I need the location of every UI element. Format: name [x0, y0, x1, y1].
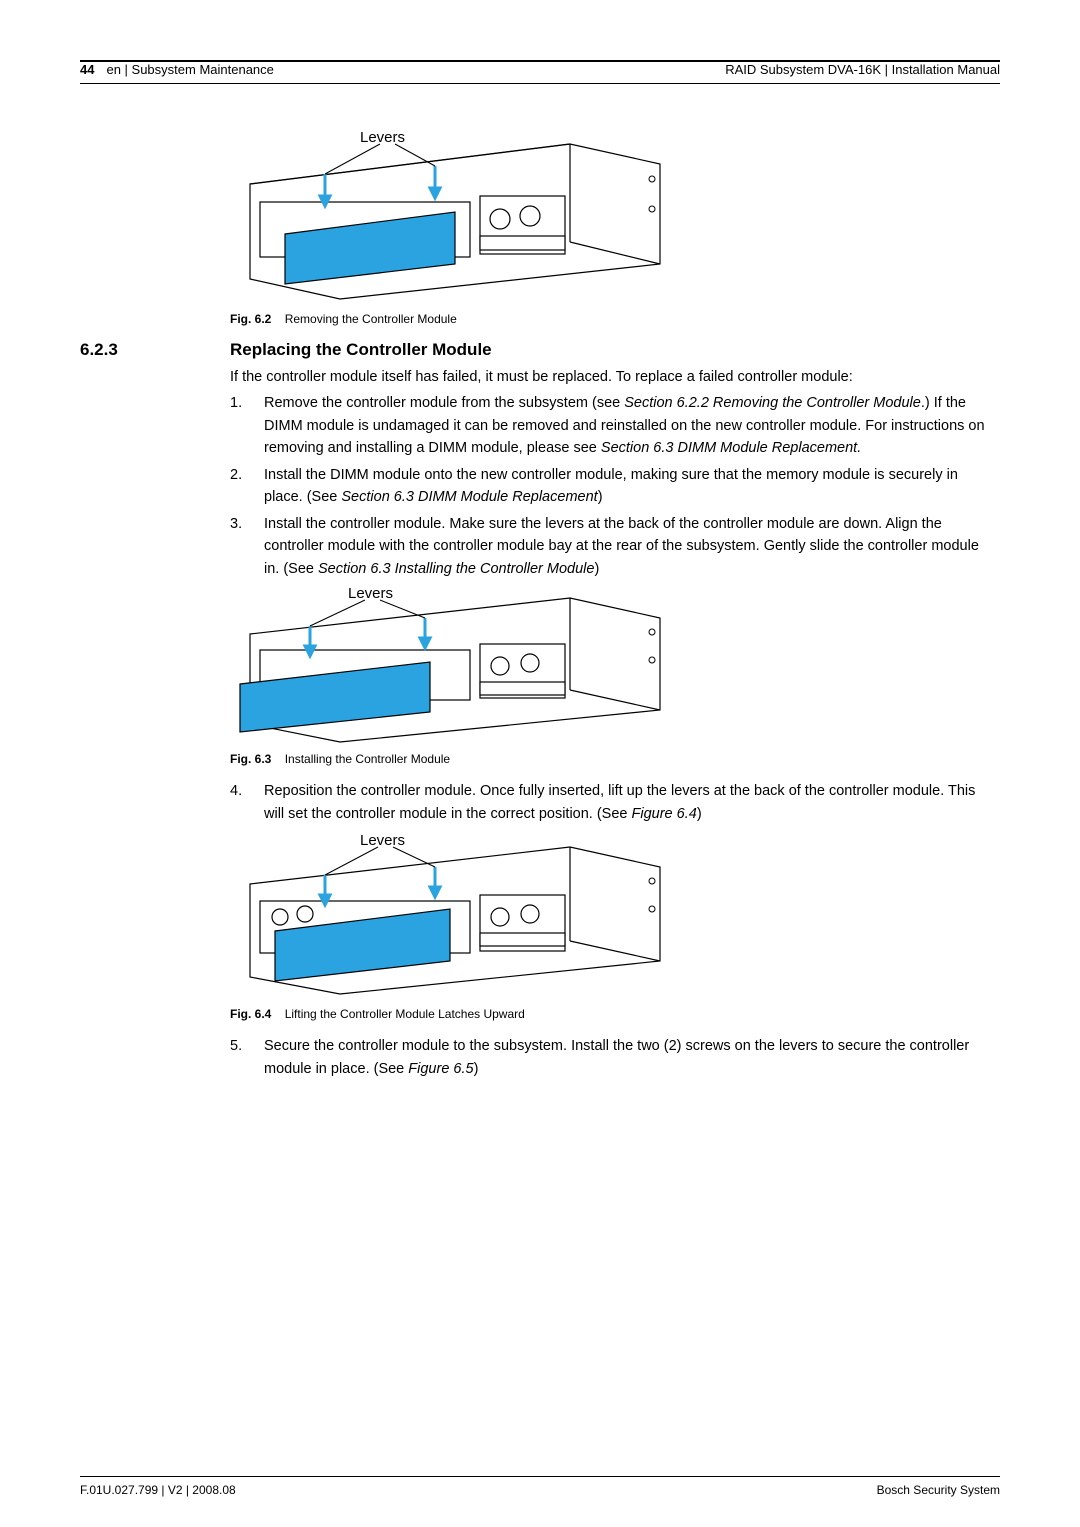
section-title: Replacing the Controller Module: [230, 340, 990, 360]
page: 44 en | Subsystem Maintenance RAID Subsy…: [80, 60, 1000, 1487]
page-header: 44 en | Subsystem Maintenance RAID Subsy…: [80, 62, 1000, 83]
footer-rule: [80, 1476, 1000, 1477]
intro-para: If the controller module itself has fail…: [230, 366, 990, 388]
steps-list-4: Reposition the controller module. Once f…: [230, 780, 990, 825]
lever-label-62: Levers: [360, 129, 405, 146]
header-rule-bottom: [80, 83, 1000, 84]
left-margin: [80, 124, 230, 1084]
fig-6-2-label: Fig. 6.2: [230, 312, 271, 326]
figure-6-3-svg: Levers: [230, 584, 670, 744]
fig-6-3-caption: Fig. 6.3 Installing the Controller Modul…: [230, 752, 990, 766]
step-3: Install the controller module. Make sure…: [230, 513, 990, 580]
section-number: 6.2.3: [80, 340, 118, 360]
figure-6-4: Levers Fig. 6.4 Lifting the Controller M…: [230, 829, 990, 1021]
header-left: 44 en | Subsystem Maintenance: [80, 62, 274, 77]
fig-6-3-text: Installing the Controller Module: [285, 752, 450, 766]
content: Levers Fig. 6.2 Removing the Controller …: [80, 124, 1000, 1084]
fig-6-3-label: Fig. 6.3: [230, 752, 271, 766]
lever-label-64: Levers: [360, 832, 405, 849]
page-footer: F.01U.027.799 | V2 | 2008.08 Bosch Secur…: [80, 1476, 1000, 1497]
footer-right: Bosch Security System: [877, 1483, 1000, 1497]
section-heading-row: 6.2.3 Replacing the Controller Module: [230, 340, 990, 360]
figure-6-3: Levers Fig. 6.3 Installing the Controlle…: [230, 584, 990, 766]
step-5: Secure the controller module to the subs…: [230, 1035, 990, 1080]
steps-list-5: Secure the controller module to the subs…: [230, 1035, 990, 1080]
header-section: en | Subsystem Maintenance: [106, 62, 273, 77]
figure-6-2: Levers Fig. 6.2 Removing the Controller …: [230, 124, 990, 326]
fig-6-4-text: Lifting the Controller Module Latches Up…: [285, 1007, 525, 1021]
steps-list: Remove the controller module from the su…: [230, 392, 990, 580]
step-4: Reposition the controller module. Once f…: [230, 780, 990, 825]
lever-label-63: Levers: [348, 585, 393, 602]
page-number: 44: [80, 62, 94, 77]
fig-6-4-caption: Fig. 6.4 Lifting the Controller Module L…: [230, 1007, 990, 1021]
step-1: Remove the controller module from the su…: [230, 392, 990, 459]
header-right: RAID Subsystem DVA-16K | Installation Ma…: [725, 62, 1000, 77]
footer-left: F.01U.027.799 | V2 | 2008.08: [80, 1483, 236, 1497]
figure-6-2-svg: Levers: [230, 124, 670, 304]
fig-6-4-label: Fig. 6.4: [230, 1007, 271, 1021]
fig-6-2-caption: Fig. 6.2 Removing the Controller Module: [230, 312, 990, 326]
step-2: Install the DIMM module onto the new con…: [230, 464, 990, 509]
fig-6-2-text: Removing the Controller Module: [285, 312, 457, 326]
figure-6-4-svg: Levers: [230, 829, 670, 999]
main-column: Levers Fig. 6.2 Removing the Controller …: [230, 124, 1000, 1084]
